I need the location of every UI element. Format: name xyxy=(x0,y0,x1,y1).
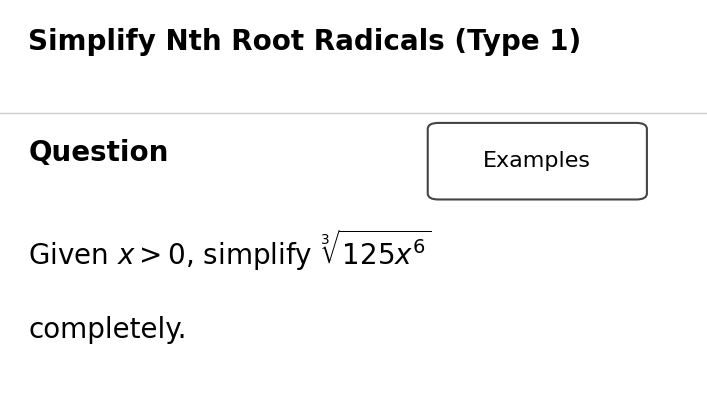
Text: Examples: Examples xyxy=(484,151,591,171)
Text: Question: Question xyxy=(28,139,169,167)
Text: Simplify Nth Root Radicals (Type 1): Simplify Nth Root Radicals (Type 1) xyxy=(28,28,582,56)
FancyBboxPatch shape xyxy=(428,123,647,199)
Text: completely.: completely. xyxy=(28,316,187,345)
Text: Given $x > 0$, simplify $\sqrt[3]{125x^6}$: Given $x > 0$, simplify $\sqrt[3]{125x^6… xyxy=(28,227,431,273)
